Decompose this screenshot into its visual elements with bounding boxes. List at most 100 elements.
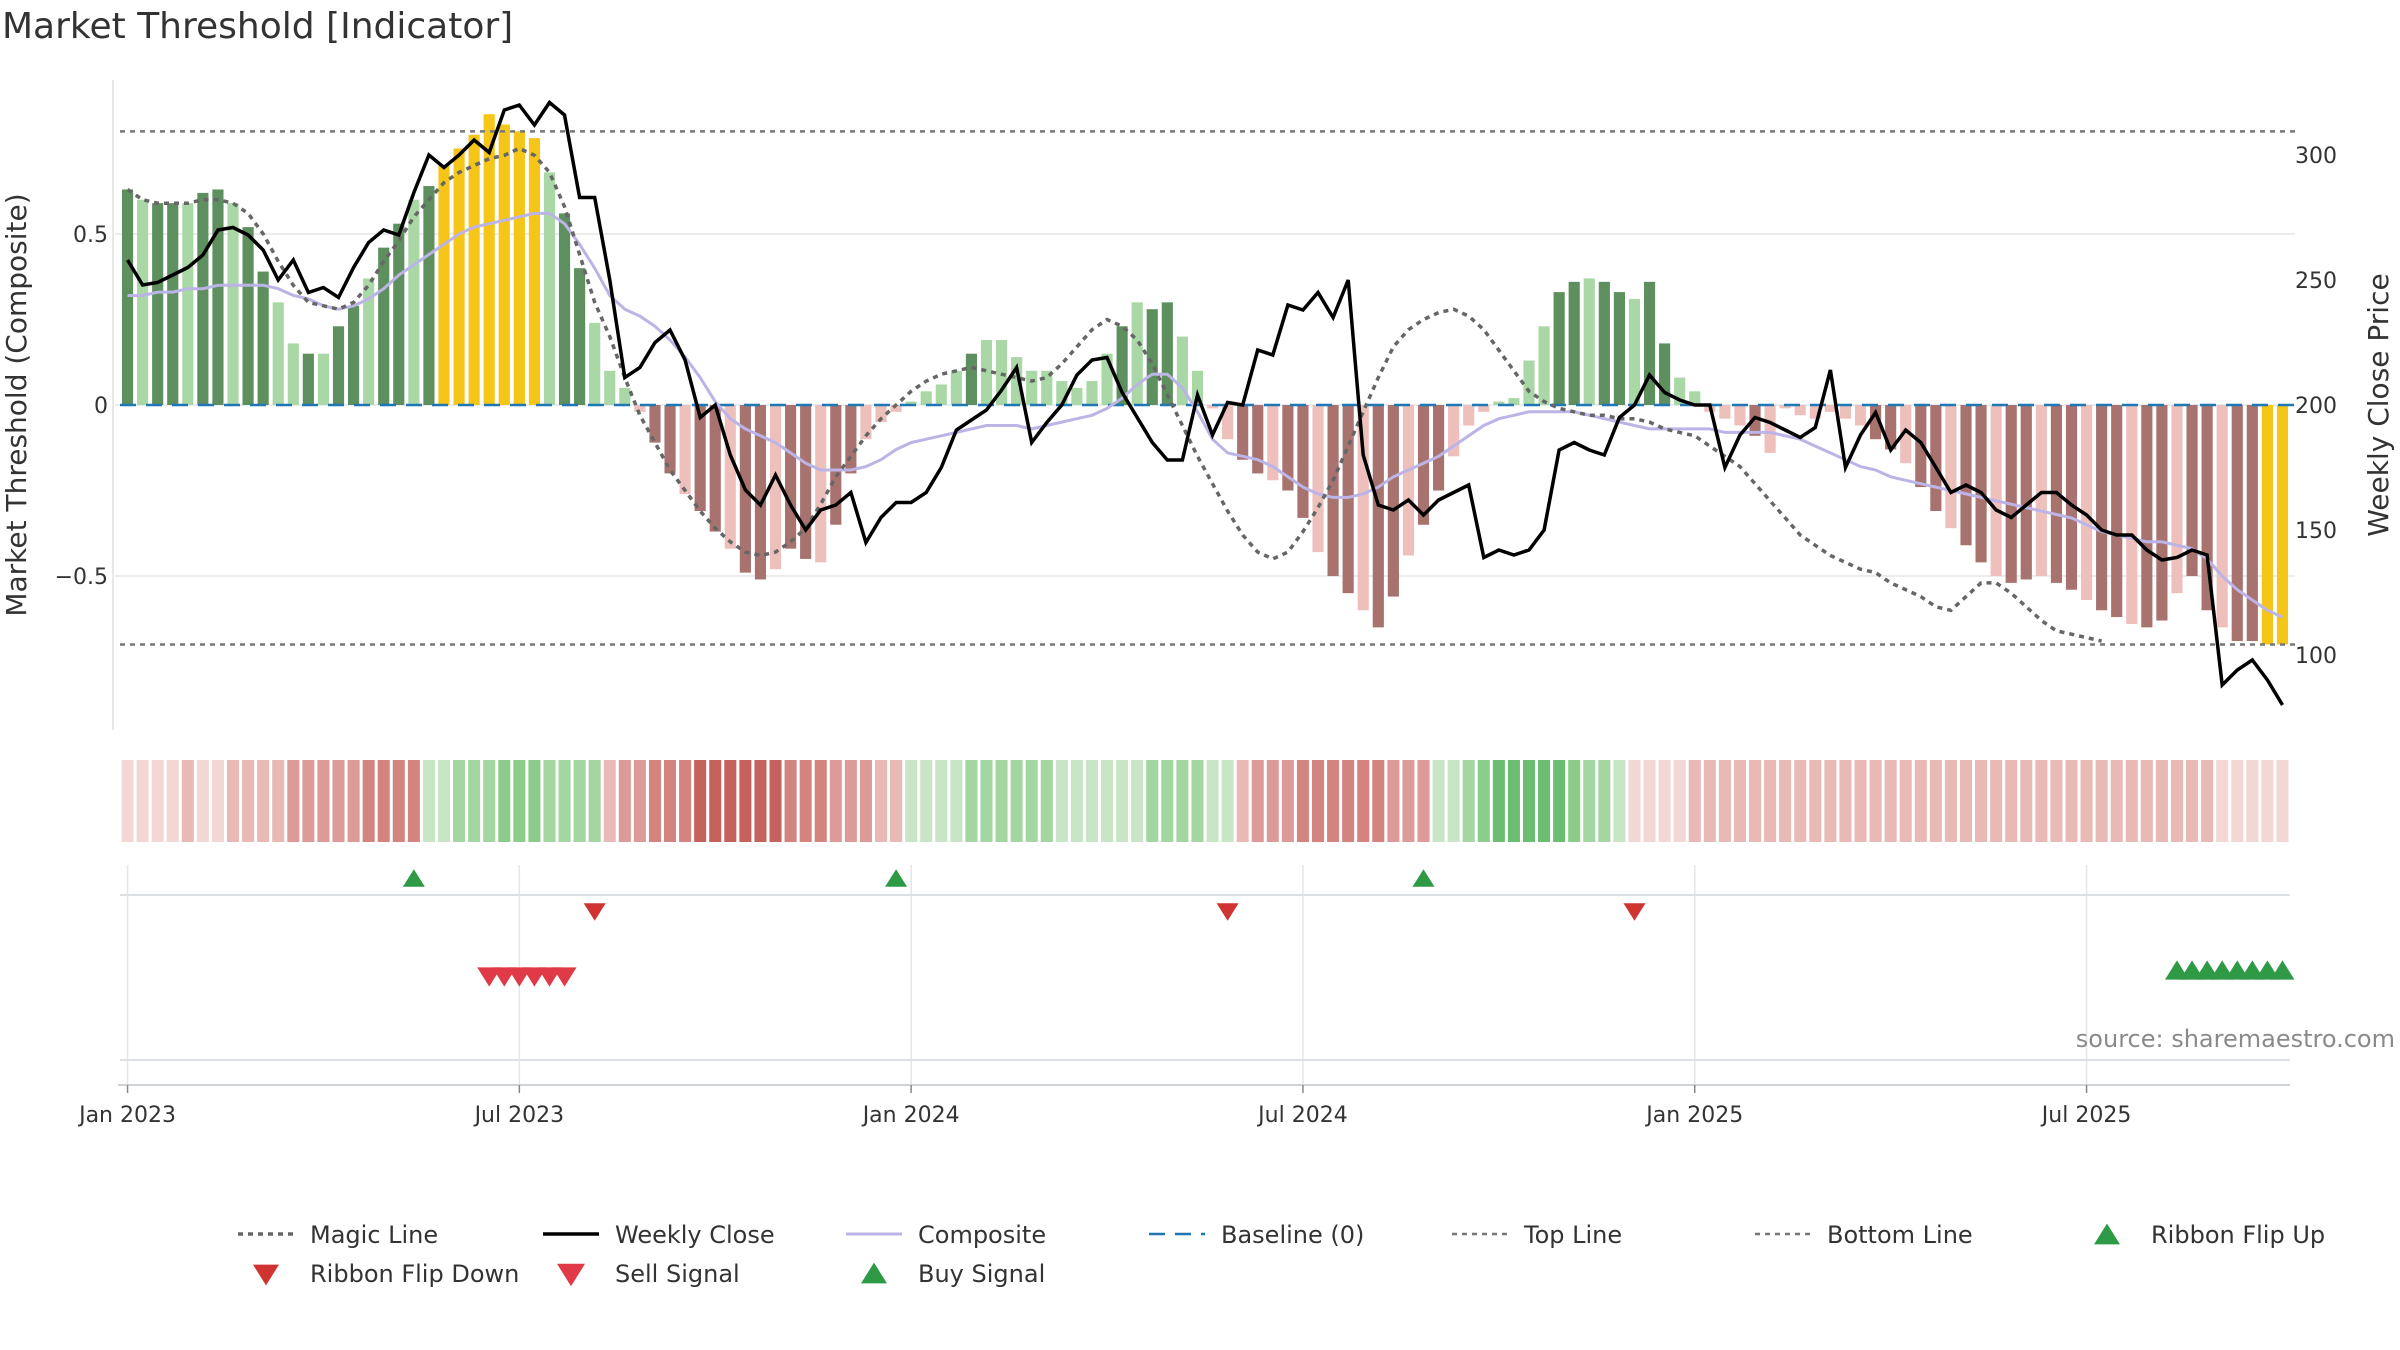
composite-bar [2111,405,2123,618]
ribbon-cell [724,760,737,842]
ribbon-cell [1809,760,1822,842]
composite-bar [1538,326,1550,405]
composite-bar [1026,370,1038,405]
legend-item: Top Line [1452,1221,1622,1249]
legend-item: Buy Signal [861,1260,1045,1288]
composite-bar [121,189,134,405]
source-label: source: sharemaestro.com [2076,1025,2395,1053]
ribbon-cell [950,760,963,842]
ribbon-flip-up-marker [1412,869,1435,887]
ribbon-cell [1311,760,1325,842]
y-right-axis-title: Weekly Close Price [2362,273,2395,536]
ribbon-cell [1733,760,1746,842]
ribbon-cell [1884,760,1897,842]
composite-bar [920,391,932,405]
ribbon-cell [1176,760,1189,842]
sell-signal-marker [537,967,562,987]
ribbon-cell [1327,760,1340,842]
ribbon-cell [1055,760,1068,842]
ribbon-cell [2276,760,2289,842]
composite-bar [905,401,917,405]
composite-bar [754,405,767,580]
ribbon-cell [1101,760,1114,842]
composite-bar [1176,336,1188,405]
ribbon-cell [1417,760,1430,842]
ribbon-cell [151,760,164,842]
composite-bar [1583,278,1595,405]
composite-bar [1101,353,1113,405]
composite-bar [438,165,450,405]
ribbon-cell [679,760,692,842]
composite-bar [1191,370,1204,405]
buy-signal-marker [2225,960,2250,980]
composite-bar [2156,405,2168,621]
composite-bar [1267,405,1279,481]
composite-bar [363,278,375,405]
ribbon-cell [2125,760,2138,842]
legend-swatch [253,1264,279,1286]
ribbon-cell [1929,760,1942,842]
buy-signal-marker [2180,960,2205,980]
composite-bar [1930,405,1942,512]
axes-layer: −0.5 0 0.5 100 150 200 250 300 Market Threshold … [0,80,2395,730]
sell-signal-marker [522,967,547,987]
ribbon-cell [1839,760,1852,842]
ribbon-cell [1010,760,1023,842]
composite-bar [1598,281,1610,405]
ribbon-cell [1507,760,1520,842]
composite-bar [408,199,420,405]
composite-bar [1282,405,1294,491]
ribbon-cell [1959,760,1973,842]
composite-bar [1945,405,1957,529]
composite-bar [1041,370,1053,405]
composite-bar [574,268,586,405]
y-left-tick-label: 0 [94,394,108,419]
ribbon-cell [1251,760,1264,842]
composite-bar [1222,405,1234,440]
ribbon-cell [799,760,812,842]
legend-swatch [557,1263,585,1287]
composite-bar [800,405,812,559]
ribbon-cell [2140,760,2153,842]
legend-item: Sell Signal [557,1260,740,1288]
composite-bar [287,343,299,405]
composite-bar [664,405,676,474]
legend-item: Baseline (0) [1149,1221,1364,1249]
ribbon-cell [1718,760,1731,842]
ribbon-cell [874,760,888,842]
ribbon-cell [2246,760,2259,842]
composite-bar [1508,398,1520,405]
legend-item: Ribbon Flip Up [2094,1221,2325,1249]
composite-bar [980,340,993,405]
composite-bar [227,203,239,405]
composite-bar [619,387,631,405]
composite-bar [1659,343,1671,405]
buy-signal-marker [2164,960,2189,980]
ribbon-cell [1281,760,1294,842]
ribbon-cell [196,760,209,842]
composite-bar [1327,405,1339,577]
ribbon-cell [935,760,948,842]
legend-item: Ribbon Flip Down [253,1260,519,1288]
ribbon-cell [2261,760,2274,842]
composite-bar [197,192,209,405]
composite-bar [348,305,360,405]
ribbon-cell [257,760,270,842]
ribbon-cell [1688,760,1701,842]
composite-bar [2020,405,2032,580]
ribbon-cell [1116,760,1129,842]
signal-rows [120,869,2295,1061]
composite-bar [302,353,314,405]
ribbon-cell [1432,760,1445,842]
ribbon-cell [1764,760,1777,842]
ribbon-cell [498,760,511,842]
composite-bar [1719,405,1731,419]
ribbon-cell [980,760,993,842]
composite-bar [1900,405,1912,464]
ribbon-cell [1266,760,1279,842]
ribbon-cell [483,760,496,842]
ribbon-cell [392,760,405,842]
composite-bar [1674,377,1686,405]
ribbon-cell [1477,760,1490,842]
